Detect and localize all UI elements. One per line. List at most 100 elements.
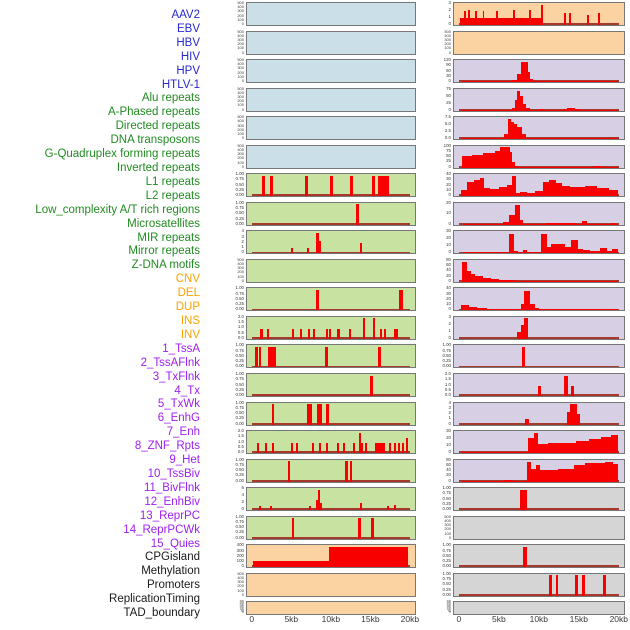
data-area-segment (521, 303, 525, 311)
track-plot-dna-transposons (246, 258, 416, 283)
data-area-segment (523, 249, 528, 254)
track-plot-hiv (246, 87, 416, 112)
y-axis-tick: 1.5 (237, 433, 244, 439)
y-axis-tick: 75 (446, 85, 451, 91)
y-axis-tick: 500 (237, 114, 244, 120)
data-area-segment (375, 442, 385, 454)
data-area-segment (528, 9, 531, 25)
y-axis-tick: 50 (446, 153, 451, 159)
track-plot-9-het (453, 287, 625, 312)
y-axis-tick: 50 (448, 609, 451, 613)
x-axis-tick: 15kb (361, 614, 380, 624)
data-area-segment (524, 419, 529, 425)
y-axis-tick: 400 (237, 4, 244, 10)
y-axis-tick: 200 (446, 604, 451, 607)
track-label-8-znf-rpts: 8_ZNF_Rpts (134, 440, 200, 453)
track-plot-microsatellites (246, 430, 416, 455)
track-label-promoters: Promoters (146, 579, 200, 592)
y-axis-tick: 0 (448, 163, 451, 169)
y-axis-tick: 0 (448, 334, 451, 340)
data-area-segment (462, 261, 467, 282)
track-label-dna-transposons: DNA transposons (110, 134, 201, 147)
y-axis-tick: 60 (446, 461, 451, 467)
data-area-segment (318, 240, 321, 254)
data-area-segment (471, 154, 484, 168)
data-area-segment (462, 156, 472, 168)
y-axis-tick: 2.0 (444, 371, 451, 377)
data-area-segment (264, 442, 268, 454)
data-area-segment (567, 107, 576, 111)
y-axis-tick: 40 (446, 171, 451, 177)
y-axis-tick: 7.5 (444, 114, 451, 120)
data-area-segment (490, 189, 500, 197)
zero-baseline (251, 308, 410, 311)
data-area-segment (491, 278, 500, 282)
data-area-segment (468, 9, 471, 25)
y-axis-tick: 120 (443, 57, 451, 63)
data-area-segment (254, 346, 259, 368)
y-axis-tick: 2.0 (237, 313, 244, 319)
y-axis-tick: 0.00 (235, 392, 244, 398)
y-axis-tick: 0.25 (235, 215, 244, 221)
track-label-alu-repeats: Alu repeats (141, 92, 200, 105)
data-area-segment (555, 575, 559, 596)
track-plot-methylation (453, 515, 625, 540)
data-area-segment (590, 251, 600, 254)
x-axis-tick: 15kb (569, 614, 589, 624)
y-axis-tick: 0 (241, 163, 244, 169)
data-area-segment (517, 73, 522, 83)
data-area-segment (462, 452, 529, 454)
y-axis-tick: 0.75 (442, 490, 451, 496)
track-plot-cnv (246, 544, 416, 569)
data-area-segment (520, 191, 528, 197)
data-area-segment (371, 175, 375, 197)
y-axis-tick: 0 (241, 21, 244, 26)
data-area-segment (587, 223, 611, 225)
data-area-segment (393, 442, 396, 454)
data-area-segment (509, 233, 514, 254)
zero-baseline (251, 479, 410, 482)
y-axis-tick: 0.50 (442, 581, 451, 587)
y-axis-tick: 1.00 (235, 285, 244, 291)
data-area-segment (614, 223, 618, 225)
track-label-7-enh: 7_Enh (166, 426, 200, 439)
data-area-segment (526, 462, 532, 482)
y-axis-tick: 400 (237, 32, 244, 38)
y-axis-tick: 400 (237, 146, 244, 152)
track-plot-inverted-repeats (246, 315, 416, 340)
y-axis-tick: 300 (237, 122, 244, 128)
y-axis-tick: 60 (446, 262, 451, 268)
y-axis-tick: 25 (446, 158, 451, 164)
y-axis-tick: 0.75 (235, 205, 244, 211)
data-area-segment (287, 461, 291, 482)
track-plot-tad-boundary (453, 601, 625, 616)
data-area-segment (539, 309, 574, 311)
data-area-segment (461, 304, 470, 311)
data-area-segment (477, 308, 488, 311)
y-axis-tick: 10 (446, 301, 451, 307)
data-area-segment (525, 280, 531, 282)
y-axis-tick: 0.0 (444, 392, 451, 398)
track-plot-aav2 (246, 2, 416, 26)
data-area-segment (525, 108, 531, 111)
data-area-segment (533, 432, 539, 454)
track-plot-del (246, 572, 416, 597)
data-area-segment (543, 182, 550, 197)
track-plot-l1-repeats (246, 344, 416, 369)
track-label-methylation: Methylation (141, 565, 200, 578)
track-label-5-txwk: 5_TxWk (157, 398, 200, 411)
data-area-segment (506, 280, 517, 282)
data-area-segment (527, 192, 536, 197)
y-axis-tick: 30 (446, 228, 451, 234)
data-area-segment (318, 442, 321, 454)
y-axis-tick: 4 (241, 228, 244, 234)
track-label-hbv: HBV (176, 36, 200, 49)
x-axis-tick: 0 (456, 614, 462, 624)
data-area-segment (506, 184, 512, 197)
y-axis-tick: 0.00 (235, 420, 244, 426)
y-axis-tick: 0.00 (235, 306, 244, 312)
data-area-segment (539, 470, 558, 482)
y-axis-tick: 500 (444, 28, 451, 34)
data-area-segment (394, 505, 397, 511)
y-axis-tick: 0 (241, 135, 244, 141)
